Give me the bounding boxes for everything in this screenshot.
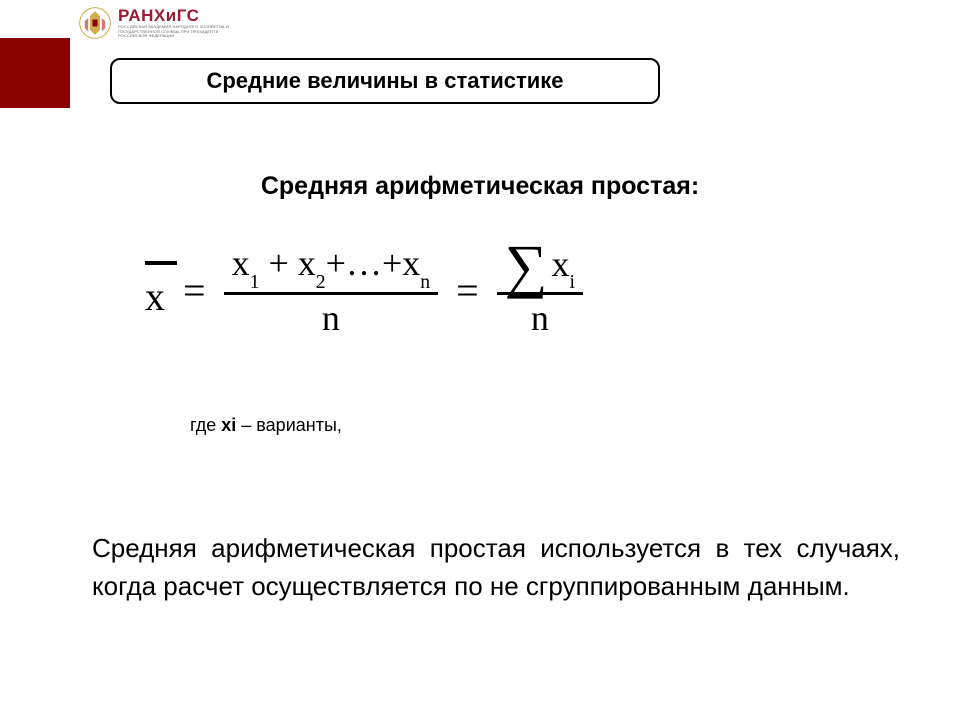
where-var: xi: [221, 415, 236, 435]
accent-bar: [0, 38, 70, 108]
logo-main: РАНХиГС: [118, 7, 238, 24]
equals-2: =: [456, 267, 479, 314]
title-box: Средние величины в статистике: [110, 58, 660, 104]
denominator-2: n: [523, 295, 557, 341]
formula: x = x1 + x2+…+xn n = ∑xi n: [145, 240, 583, 341]
lhs-var: x: [145, 274, 165, 319]
body-paragraph: Средняя арифметическая простая используе…: [92, 530, 900, 605]
denominator-1: n: [314, 295, 348, 341]
equals-1: =: [183, 267, 206, 314]
fraction-2: ∑xi n: [497, 240, 583, 341]
fraction-1: x1 + x2+…+xn n: [224, 240, 439, 340]
numerator-1: x1 + x2+…+xn: [224, 240, 439, 291]
sigma-icon: ∑: [505, 242, 548, 290]
where-prefix: где: [190, 415, 221, 435]
logo-sub: РОССИЙСКАЯ АКАДЕМИЯ НАРОДНОГО ХОЗЯЙСТВА …: [118, 25, 238, 38]
emblem-icon: [78, 6, 112, 40]
where-clause: где xi – варианты,: [190, 415, 342, 436]
where-suffix: – варианты,: [236, 415, 342, 435]
x-bar: x: [145, 261, 165, 320]
subtitle: Средняя арифметическая простая:: [0, 172, 960, 201]
numerator-2: ∑xi: [497, 240, 583, 292]
title-text: Средние величины в статистике: [206, 68, 563, 93]
logo: РАНХиГС РОССИЙСКАЯ АКАДЕМИЯ НАРОДНОГО ХО…: [78, 6, 238, 40]
logo-text: РАНХиГС РОССИЙСКАЯ АКАДЕМИЯ НАРОДНОГО ХО…: [118, 7, 238, 38]
